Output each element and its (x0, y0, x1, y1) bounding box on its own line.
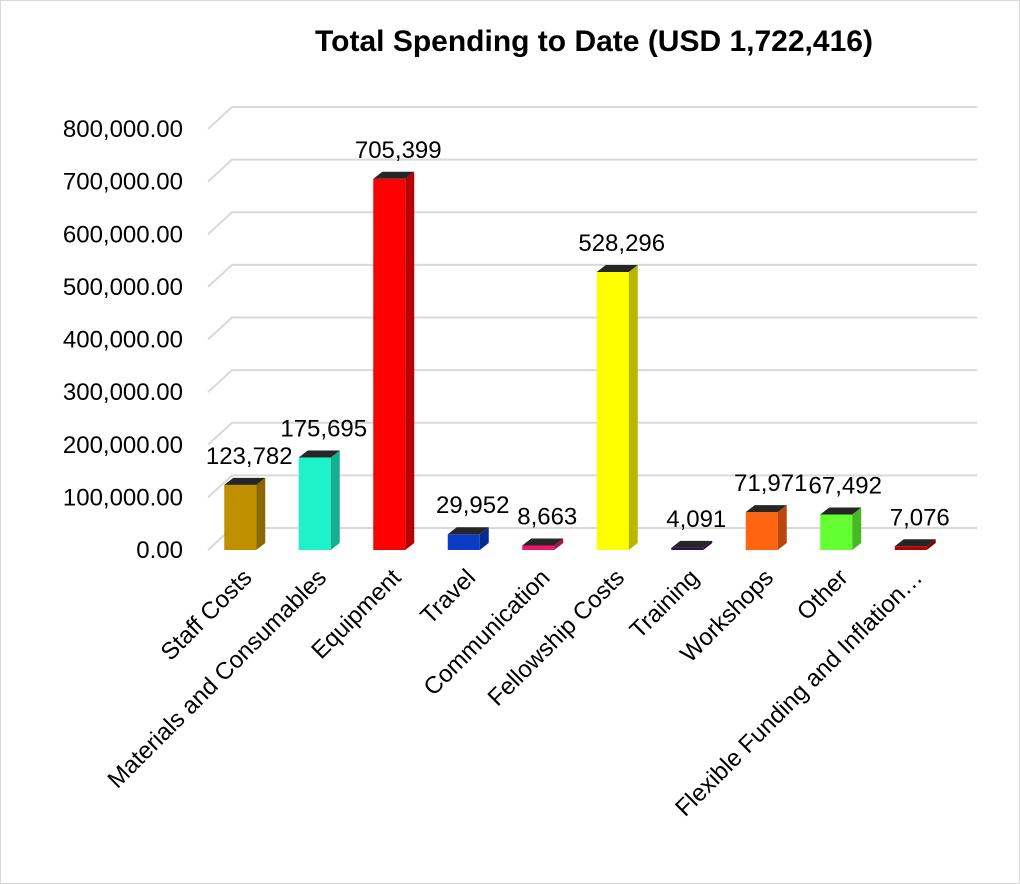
y-tick-label: 300,000.00 (63, 379, 183, 406)
x-tick-label: Communication (419, 564, 556, 701)
bar-front (373, 178, 406, 550)
x-tick-label: Travel (415, 564, 481, 630)
bar (298, 450, 340, 550)
bar-front (447, 534, 480, 550)
bar-front (596, 271, 629, 550)
bar (671, 540, 713, 550)
bar-front (522, 545, 555, 550)
gridline (207, 316, 977, 341)
bar-top (298, 450, 340, 458)
bar-side (554, 538, 564, 550)
data-label: 4,091 (666, 506, 726, 533)
bar-top (447, 527, 489, 535)
bar (894, 539, 936, 550)
bars (224, 171, 936, 550)
bar-side (926, 539, 936, 550)
bar (820, 507, 862, 550)
data-label: 705,399 (355, 137, 442, 164)
bar-front (745, 512, 778, 550)
bar-side (852, 507, 862, 550)
bar (596, 264, 638, 550)
y-tick-label: 200,000.00 (63, 432, 183, 459)
bar-side (405, 171, 415, 550)
y-tick-label: 700,000.00 (63, 169, 183, 196)
bar-side (479, 527, 489, 550)
gridlines (207, 106, 977, 551)
data-label: 7,076 (890, 504, 950, 531)
y-tick-label: 0.00 (136, 537, 183, 564)
bar-front (820, 514, 853, 550)
x-tick-label: Other (792, 564, 854, 626)
bar (522, 538, 564, 550)
chart-title: Total Spending to Date (USD 1,722,416) (315, 25, 873, 58)
x-tick-label: Fellowship Costs (483, 564, 630, 711)
data-label: 175,695 (280, 416, 367, 443)
bar-top (820, 507, 862, 515)
bar (373, 171, 415, 550)
data-label: 29,952 (436, 492, 509, 519)
bar (745, 505, 787, 550)
gridline (207, 474, 977, 499)
data-label: 8,663 (517, 503, 577, 530)
bar-top (522, 538, 564, 546)
bar (447, 527, 489, 550)
bar-top (373, 171, 415, 179)
y-tick-label: 500,000.00 (63, 274, 183, 301)
bar-front (224, 484, 257, 550)
bar-side (777, 505, 787, 550)
y-tick-label: 100,000.00 (63, 484, 183, 511)
data-label: 123,782 (206, 443, 293, 470)
gridline (207, 421, 977, 446)
gridline (207, 158, 977, 183)
data-label: 71,971 (734, 470, 807, 497)
gridline (207, 211, 977, 235)
data-label: 528,296 (578, 230, 665, 257)
y-axis-ticks: 0.00 100,000.00 200,000.00 300,000.00 400,00… (63, 116, 183, 564)
bar-side (330, 450, 340, 550)
y-tick-label: 600,000.00 (63, 221, 183, 248)
bar (224, 477, 266, 550)
gridline (207, 369, 977, 393)
bar-top (745, 505, 787, 513)
bar-side (703, 540, 713, 550)
gridline (207, 106, 977, 130)
bar-top (596, 264, 638, 272)
bar-top (224, 477, 266, 485)
y-tick-label: 800,000.00 (63, 116, 183, 143)
gridline (207, 263, 977, 288)
data-label: 67,492 (809, 472, 882, 499)
bar-front (298, 457, 331, 550)
bar-front (671, 547, 704, 550)
bar-top (894, 539, 936, 547)
bar-front (894, 546, 927, 550)
bar-side (256, 477, 266, 550)
bar-top (671, 540, 713, 548)
y-tick-label: 400,000.00 (63, 327, 183, 354)
bar-side (628, 264, 638, 550)
